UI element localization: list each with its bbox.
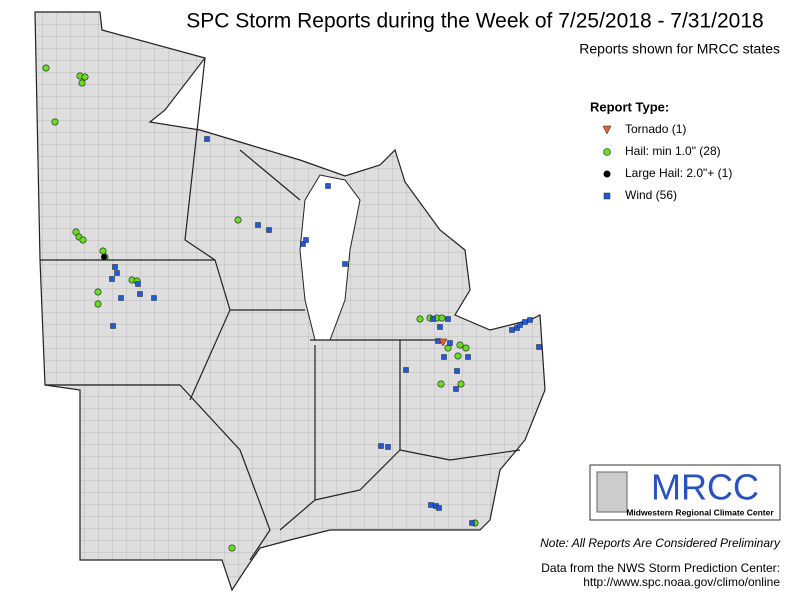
hail-report [81,73,89,81]
wind-report [522,319,528,325]
wind-report [266,227,272,233]
wind-report [303,237,309,243]
legend-item: Wind (56) [625,188,677,202]
wind-report [447,340,453,346]
hail-report [234,216,242,224]
wind-report [135,281,141,287]
source: Data from the NWS Storm Prediction Cente… [541,561,780,575]
wind-report [514,325,520,331]
legend-item: Large Hail: 2.0"+ (1) [625,166,732,180]
hail-report [416,315,424,323]
title: SPC Storm Reports during the Week of 7/2… [186,10,763,33]
hail-report [94,288,102,296]
wind-report [465,354,471,360]
wind-report [118,295,124,301]
wind-report [151,295,157,301]
wind-report [527,317,533,323]
wind-report [300,241,306,247]
logo-name: MRCC [651,467,759,508]
wind-report [109,276,115,282]
subtitle: Reports shown for MRCC states [579,41,780,57]
large-hail-report [101,254,107,260]
wind-report [536,344,542,350]
hail-report [78,79,86,87]
wind-report [430,316,436,322]
logo: MRCC Midwestern Regional Climate Center [589,464,781,521]
wind-report [112,264,118,270]
wind-report [204,136,210,142]
wind-report [255,222,261,228]
legend-symbol [603,148,611,156]
hail-report [437,380,445,388]
wind-report [517,322,523,328]
hail-report [51,118,59,126]
legend-symbol [602,125,612,135]
wind-report [137,291,143,297]
wind-report [509,327,515,333]
source-url: http://www.spc.noaa.gov/climo/online [583,575,780,589]
logo-map [596,471,628,513]
logo-caption: Midwestern Regional Climate Center [626,507,774,517]
legend-item: Tornado (1) [625,122,686,136]
hail-report [99,247,107,255]
hail-report [462,344,470,352]
wind-report [453,386,459,392]
reports [42,64,542,552]
wind-report [436,505,442,511]
hail-report [228,544,236,552]
wind-report [378,443,384,449]
legend-title: Report Type: [590,99,669,114]
tornado-report [438,338,448,347]
hail-report [438,314,446,322]
legend-symbol [603,170,611,178]
wind-report [114,270,120,276]
wind-report [385,444,391,450]
wind-report [469,520,475,526]
wind-report [325,183,331,189]
region [34,11,546,592]
hail-report [454,352,462,360]
wind-report [454,368,460,374]
hail-report [42,64,50,72]
wind-report [437,324,443,330]
hail-report [456,341,464,349]
legend-item: Hail: min 1.0" (28) [625,144,721,158]
legend: Report Type: Tornado (1) Hail: min 1.0" … [590,99,732,202]
wind-report [441,354,447,360]
note: Note: All Reports Are Considered Prelimi… [540,536,781,550]
state-borders [40,57,521,561]
hail-report [94,300,102,308]
wind-report [445,316,451,322]
wind-report [428,502,434,508]
hail-report [457,380,465,388]
legend-symbol [603,192,611,200]
wind-report [110,323,116,329]
wind-report [342,261,348,267]
wind-report [403,367,409,373]
hail-report [444,344,452,352]
lake-michigan [299,174,361,341]
hail-report [79,236,87,244]
